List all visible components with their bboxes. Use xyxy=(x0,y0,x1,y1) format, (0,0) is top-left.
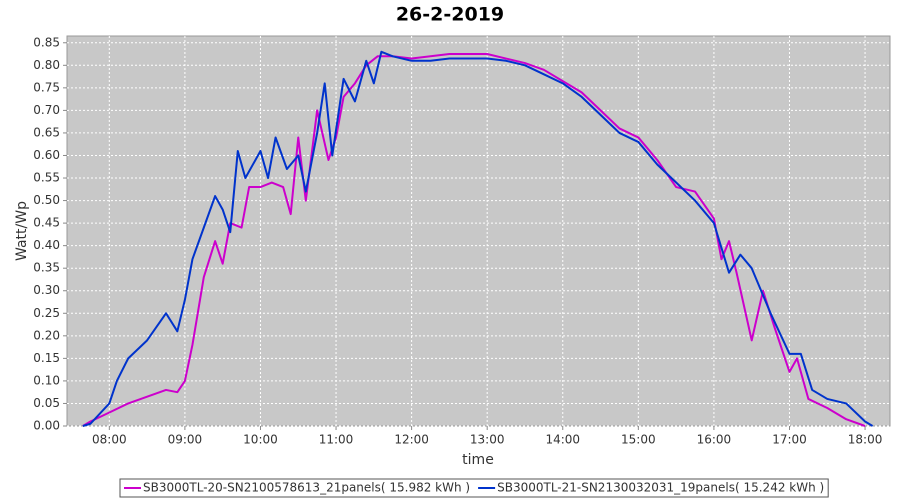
y-tick-label: 0.85 xyxy=(33,35,60,49)
y-tick-label: 0.60 xyxy=(33,148,60,162)
x-tick-label: 14:00 xyxy=(545,433,580,447)
series-line xyxy=(82,53,866,427)
y-tick-label: 0.75 xyxy=(33,80,60,94)
y-tick-label: 0.45 xyxy=(33,216,60,230)
y-tick-label: 0.25 xyxy=(33,306,60,320)
y-tick-label: 0.65 xyxy=(33,125,60,139)
plot-area xyxy=(66,35,891,427)
x-tick-label: 08:00 xyxy=(92,433,127,447)
x-tick-label: 17:00 xyxy=(772,433,807,447)
x-tick-label: 15:00 xyxy=(621,433,656,447)
y-tick-label: 0.70 xyxy=(33,103,60,117)
y-tick-label: 0.00 xyxy=(33,419,60,433)
x-tick-label: 09:00 xyxy=(168,433,203,447)
y-tick-label: 0.05 xyxy=(33,396,60,410)
y-tick-label: 0.55 xyxy=(33,171,60,185)
x-tick-label: 11:00 xyxy=(319,433,354,447)
y-tick-label: 0.10 xyxy=(33,373,60,387)
y-tick-label: 0.30 xyxy=(33,283,60,297)
y-tick-label: 0.80 xyxy=(33,58,60,72)
legend-box xyxy=(119,478,829,498)
y-tick-label: 0.50 xyxy=(33,193,60,207)
x-tick-label: 13:00 xyxy=(470,433,505,447)
x-tick-label: 16:00 xyxy=(697,433,732,447)
x-tick-label: 10:00 xyxy=(243,433,278,447)
series-line xyxy=(82,50,874,427)
x-axis-label: time xyxy=(462,452,494,468)
y-tick-label: 0.15 xyxy=(33,351,60,365)
legend-label: SB3000TL-20-SN2100578613_21panels( 15.98… xyxy=(143,481,470,495)
legend: SB3000TL-20-SN2100578613_21panels( 15.98… xyxy=(119,478,829,498)
chart-title: 26-2-2019 xyxy=(396,4,504,26)
x-tick-label: 12:00 xyxy=(394,433,429,447)
y-tick-label: 0.20 xyxy=(33,328,60,342)
legend-label: SB3000TL-21-SN2130032031_19panels( 15.24… xyxy=(497,481,824,495)
x-tick-label: 18:00 xyxy=(848,433,883,447)
y-tick-label: 0.40 xyxy=(33,238,60,252)
y-axis-label: Watt/Wp xyxy=(14,201,30,261)
y-tick-label: 0.35 xyxy=(33,261,60,275)
